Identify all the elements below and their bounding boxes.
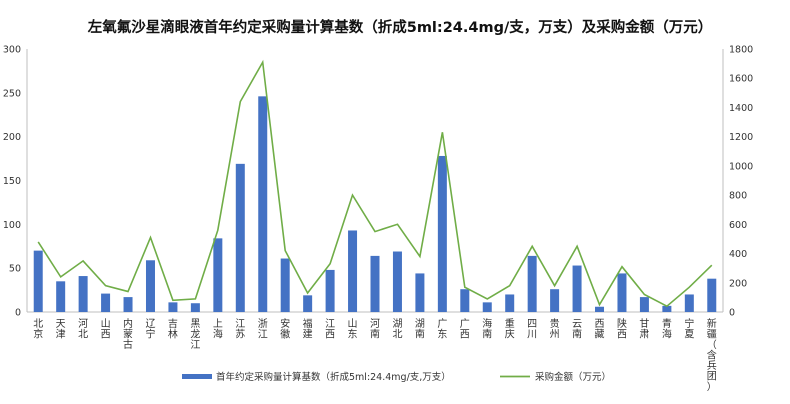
bar [595, 306, 605, 312]
bar [527, 255, 537, 312]
bar [505, 294, 515, 312]
bar [550, 289, 560, 312]
right-axis-tick-label: 1200 [729, 132, 753, 143]
legend-line-label: 采购金额（万元） [535, 371, 611, 383]
bar [572, 265, 582, 312]
bar [684, 294, 694, 312]
x-tick-label: 湖北 [392, 318, 402, 341]
right-axis-tick-label: 1000 [729, 161, 753, 172]
bar [437, 155, 447, 312]
line-series [37, 59, 713, 308]
right-axis-tick-label: 200 [729, 278, 747, 289]
bar [168, 302, 178, 312]
x-tick-label: 北京 [33, 318, 43, 341]
x-tick-label: 广东 [437, 318, 447, 341]
bar [101, 293, 111, 312]
left-axis-tick-label: 150 [3, 176, 21, 187]
left-axis-tick-label: 250 [3, 88, 21, 99]
right-axis-tick-label: 0 [729, 308, 735, 319]
bar [348, 230, 358, 312]
x-tick-label: 西藏 [595, 319, 605, 341]
bar [56, 281, 66, 312]
bar [235, 163, 245, 312]
right-axis-tick-label: 400 [729, 249, 747, 260]
x-tick-label: 甘肃 [639, 317, 649, 341]
x-tick-label: 江西 [325, 318, 335, 341]
bar [325, 269, 335, 312]
bar [280, 258, 290, 312]
x-tick-label: 黑龙江 [190, 318, 200, 351]
bar [78, 276, 88, 312]
x-tick-label: 内蒙古 [123, 317, 133, 351]
bar [415, 273, 425, 312]
bar [258, 96, 268, 312]
x-tick-label: 贵州 [550, 317, 560, 341]
x-tick-label: 广西 [460, 318, 470, 341]
left-axis-tick-label: 50 [9, 264, 21, 275]
bar [639, 297, 649, 312]
x-tick-label: 辽宁 [145, 318, 155, 341]
x-tick-label: 福建 [303, 317, 313, 341]
x-tick-label: 安徽 [280, 317, 290, 341]
right-axis-tick-label: 1600 [729, 74, 753, 85]
x-tick-label: 河南 [370, 318, 380, 341]
bar [662, 305, 672, 312]
legend-bar-swatch [182, 374, 212, 379]
x-tick-label: 江苏 [235, 318, 245, 341]
right-axis-tick-label: 1400 [729, 103, 753, 114]
bar [213, 238, 223, 312]
x-tick-label: 重庆 [505, 317, 515, 341]
x-tick-label: 吉林 [168, 318, 178, 341]
right-axis-tick-label: 600 [729, 220, 747, 231]
x-tick-label: 新疆（含兵团） [707, 317, 717, 393]
bar [370, 255, 380, 312]
x-tick-label: 海南 [482, 317, 492, 341]
bar [145, 260, 155, 312]
bar [707, 278, 717, 312]
bar [482, 302, 492, 312]
bar [303, 295, 313, 312]
x-tick-label: 宁夏 [684, 317, 694, 341]
left-axis-tick-label: 0 [15, 308, 21, 319]
x-tick-label: 上海 [213, 318, 223, 341]
left-axis-tick-label: 100 [3, 220, 21, 231]
left-axis-tick-label: 300 [3, 45, 21, 56]
x-tick-label: 山西 [101, 318, 111, 341]
bar [460, 289, 470, 312]
x-tick-label: 陕西 [617, 317, 627, 341]
x-tick-label: 青海 [662, 317, 672, 341]
x-tick-label: 天津 [56, 319, 66, 341]
legend-bar-label: 首年约定采购量计算基数（折成5ml:24.4mg/支,万支） [216, 371, 451, 383]
x-tick-label: 四川 [527, 319, 537, 341]
x-tick-label: 云南 [572, 319, 582, 341]
x-tick-label: 河北 [78, 318, 88, 341]
left-axis-tick-label: 200 [3, 132, 21, 143]
right-axis-tick-label: 800 [729, 191, 747, 202]
bar [617, 273, 627, 312]
bar [33, 250, 43, 312]
bar [123, 297, 133, 312]
x-tick-label: 浙江 [258, 318, 268, 341]
right-axis-tick-label: 1800 [729, 45, 753, 56]
chart-title: 左氧氟沙星滴眼液首年约定采购量计算基数（折成5ml:24.4mg/支，万支）及采… [87, 20, 713, 36]
bar [392, 251, 402, 312]
bar [190, 303, 200, 312]
x-tick-label: 山东 [348, 318, 358, 341]
x-tick-label: 湖南 [415, 318, 425, 341]
